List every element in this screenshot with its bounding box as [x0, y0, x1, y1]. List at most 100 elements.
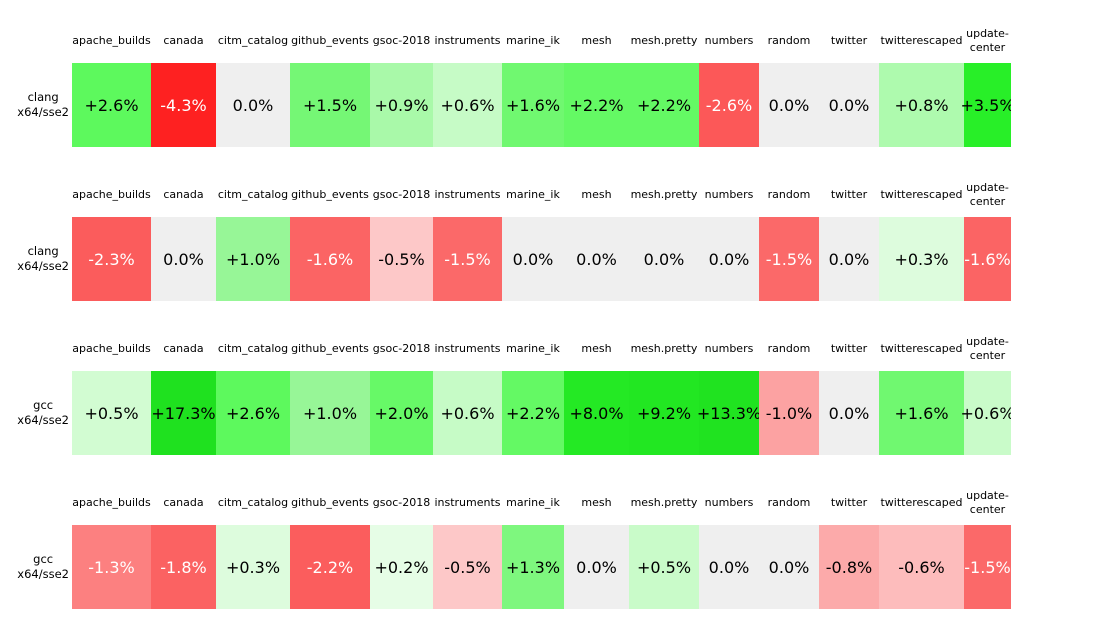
- heatmap-cell: +0.3%: [879, 217, 964, 301]
- heatmap-cells: +0.5% +17.3% +2.6% +1.0% +2.0% +0.6% +2.2% +8.0…: [72, 371, 1011, 455]
- column-header-canada: canada: [163, 496, 204, 510]
- heatmap-grid: apache_builds canada citm_catalog github_ev…: [72, 485, 1011, 609]
- column-header-mesh: mesh: [581, 342, 612, 356]
- column-header-github_events: github_events: [291, 34, 369, 48]
- header-spacer: [0, 177, 69, 217]
- column-header-mesh: mesh: [581, 496, 612, 510]
- heatmap-cell: 0.0%: [759, 63, 819, 147]
- column-header-twitterescaped: twitterescaped: [880, 34, 963, 48]
- heatmap-cell: +0.8%: [879, 63, 964, 147]
- row-label-text: gcc x64/sse2: [17, 552, 69, 582]
- heatmap-cell: 0.0%: [759, 525, 819, 609]
- heatmap-cell: -4.3%: [151, 63, 216, 147]
- heatmap-cell: 0.0%: [502, 217, 564, 301]
- heatmap-cell: -0.5%: [433, 525, 502, 609]
- column-header-gsoc-2018: gsoc-2018: [372, 34, 431, 48]
- header-spacer: [0, 485, 69, 525]
- row-label-text: clang x64/sse2: [17, 90, 69, 120]
- heatmap-cell: +9.2%: [629, 371, 699, 455]
- column-header-apache_builds: apache_builds: [72, 34, 151, 48]
- column-headers: apache_builds canada citm_catalog github_ev…: [72, 23, 1011, 59]
- column-header-random: random: [767, 496, 811, 510]
- column-headers: apache_builds canada citm_catalog github_ev…: [72, 485, 1011, 521]
- heatmap-cell: +2.0%: [370, 371, 433, 455]
- heatmap-grid: apache_builds canada citm_catalog github_ev…: [72, 177, 1011, 301]
- heatmap-cell: 0.0%: [564, 525, 629, 609]
- heatmap-cell: 0.0%: [699, 525, 759, 609]
- heatmap-strip-2: clang x64/sse2 apache_builds canada citm_c…: [0, 177, 1100, 301]
- column-header-citm_catalog: citm_catalog: [217, 34, 289, 48]
- row-label-column: clang x64/sse2: [0, 177, 72, 301]
- column-header-mesh: mesh: [581, 34, 612, 48]
- row-label: gcc x64/sse2: [0, 371, 69, 455]
- row-label-line2: x64/sse2: [17, 259, 69, 273]
- heatmap-cell: -2.6%: [699, 63, 759, 147]
- column-header-random: random: [767, 34, 811, 48]
- column-header-twitter: twitter: [830, 342, 868, 356]
- heatmap-strip-1: clang x64/sse2 apache_builds canada citm_c…: [0, 23, 1100, 147]
- column-header-twitterescaped: twitterescaped: [880, 342, 963, 356]
- heatmap-cell: -1.3%: [72, 525, 151, 609]
- column-header-update-center: update-center: [966, 181, 1009, 208]
- heatmap-cell: -2.2%: [290, 525, 370, 609]
- column-header-mesh.pretty: mesh.pretty: [630, 34, 698, 48]
- heatmap-cell: -0.5%: [370, 217, 433, 301]
- heatmap-cell: +3.5%: [960, 63, 1011, 147]
- column-header-twitter: twitter: [830, 188, 868, 202]
- heatmap-cell: +0.5%: [72, 371, 151, 455]
- column-header-canada: canada: [163, 188, 204, 202]
- heatmap-cell: +1.0%: [216, 217, 290, 301]
- column-header-twitterescaped: twitterescaped: [880, 188, 963, 202]
- column-header-instruments: instruments: [434, 188, 501, 202]
- column-headers: apache_builds canada citm_catalog github_ev…: [72, 331, 1011, 367]
- row-label: gcc x64/sse2: [0, 525, 69, 609]
- heatmap-cell: -2.3%: [72, 217, 151, 301]
- heatmap-cell: +13.3%: [697, 371, 761, 455]
- heatmap-cell: +0.6%: [960, 371, 1011, 455]
- heatmap-cell: +0.6%: [433, 371, 502, 455]
- heatmap-cell: +1.3%: [502, 525, 564, 609]
- column-header-mesh.pretty: mesh.pretty: [630, 188, 698, 202]
- column-header-github_events: github_events: [291, 188, 369, 202]
- column-header-canada: canada: [163, 342, 204, 356]
- column-header-instruments: instruments: [434, 342, 501, 356]
- heatmap-cell: 0.0%: [819, 371, 879, 455]
- heatmap-cell: +0.6%: [433, 63, 502, 147]
- column-header-marine_ik: marine_ik: [506, 188, 560, 202]
- heatmap-cell: +1.0%: [290, 371, 370, 455]
- column-header-github_events: github_events: [291, 342, 369, 356]
- column-header-github_events: github_events: [291, 496, 369, 510]
- heatmap-cells: +2.6% -4.3% 0.0% +1.5% +0.9% +0.6% +1.6% +2.2% +…: [72, 63, 1011, 147]
- heatmap-cell: -1.5%: [433, 217, 502, 301]
- heatmap-cell: 0.0%: [564, 217, 629, 301]
- heatmap-cells: -2.3% 0.0% +1.0% -1.6% -0.5% -1.5% 0.0% 0.0% 0.0…: [72, 217, 1011, 301]
- column-header-mesh.pretty: mesh.pretty: [630, 342, 698, 356]
- heatmap-cell: -1.6%: [290, 217, 370, 301]
- column-header-update-center: update-center: [966, 27, 1009, 54]
- row-label-line1: clang: [27, 243, 59, 258]
- row-label-line1: gcc: [33, 551, 54, 566]
- heatmap-cell: +0.5%: [629, 525, 699, 609]
- column-header-update-center: update-center: [966, 489, 1009, 516]
- heatmap-cell: 0.0%: [216, 63, 290, 147]
- row-label-line2: x64/sse2: [17, 105, 69, 119]
- row-label-line2: x64/sse2: [17, 413, 69, 427]
- heatmap-cell: 0.0%: [151, 217, 216, 301]
- row-label-line1: gcc: [33, 397, 54, 412]
- column-header-twitter: twitter: [830, 496, 868, 510]
- heatmap-cell: -1.8%: [151, 525, 216, 609]
- row-label-column: gcc x64/sse2: [0, 485, 72, 609]
- column-header-apache_builds: apache_builds: [72, 496, 151, 510]
- column-header-twitterescaped: twitterescaped: [880, 496, 963, 510]
- column-header-numbers: numbers: [704, 34, 754, 48]
- row-label: clang x64/sse2: [0, 63, 69, 147]
- row-label-text: clang x64/sse2: [17, 244, 69, 274]
- column-header-gsoc-2018: gsoc-2018: [372, 496, 431, 510]
- column-header-numbers: numbers: [704, 188, 754, 202]
- column-header-gsoc-2018: gsoc-2018: [372, 342, 431, 356]
- row-label-line1: clang: [27, 89, 59, 104]
- heatmap-cell: +2.6%: [72, 63, 151, 147]
- column-header-numbers: numbers: [704, 342, 754, 356]
- header-spacer: [0, 331, 69, 371]
